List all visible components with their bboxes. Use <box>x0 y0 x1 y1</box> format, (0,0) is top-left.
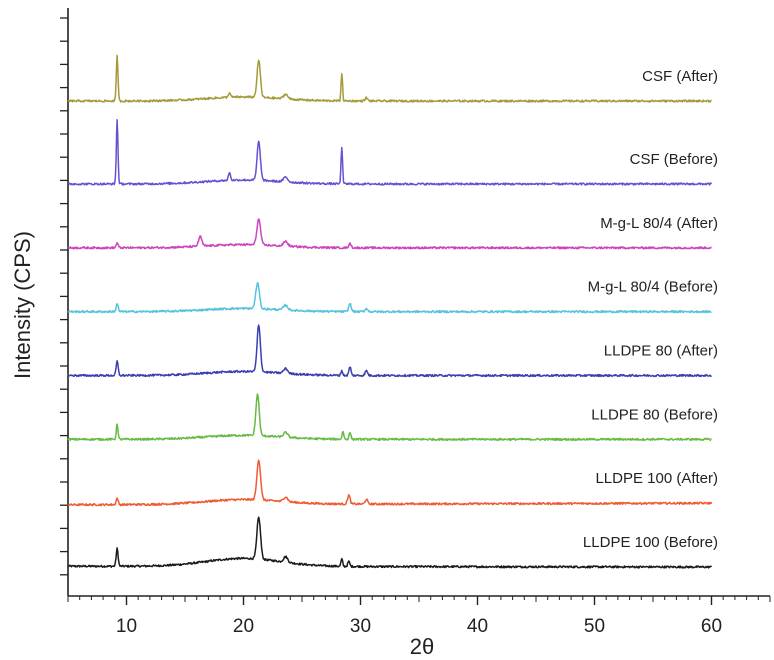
x-tick-label: 30 <box>350 616 371 637</box>
series-label: CSF (After) <box>642 68 718 85</box>
series-line <box>67 54 712 103</box>
series-label: LLDPE 100 (Before) <box>583 534 718 551</box>
series-label: CSF (Before) <box>630 151 718 168</box>
series-line <box>67 118 713 186</box>
series-label: LLDPE 100 (After) <box>595 470 718 487</box>
x-tick-label: 60 <box>701 616 722 637</box>
axes: 10 20 30 40 50 60 <box>60 8 771 637</box>
series-label: LLDPE 80 (Before) <box>591 406 718 423</box>
series-label: M-g-L 80/4 (Before) <box>588 279 718 296</box>
x-axis-title: 2θ <box>410 634 434 659</box>
series-line <box>67 218 712 250</box>
series-labels: LLDPE 100 (Before) LLDPE 100 (After) LLDPE… <box>583 68 718 551</box>
x-tick-label: 50 <box>584 616 605 637</box>
series-line <box>67 393 712 442</box>
series-line <box>67 324 713 378</box>
series-traces <box>67 54 713 569</box>
x-tick-label: 20 <box>233 616 254 637</box>
y-axis-title: Intensity (CPS) <box>10 231 35 379</box>
series-label: M-g-L 80/4 (After) <box>600 215 718 232</box>
series-label: LLDPE 80 (After) <box>604 342 718 359</box>
x-tick-label: 40 <box>467 616 488 637</box>
series-line <box>67 516 713 569</box>
series-line <box>67 282 712 314</box>
series-line <box>67 459 713 507</box>
x-tick-label: 10 <box>116 616 137 637</box>
